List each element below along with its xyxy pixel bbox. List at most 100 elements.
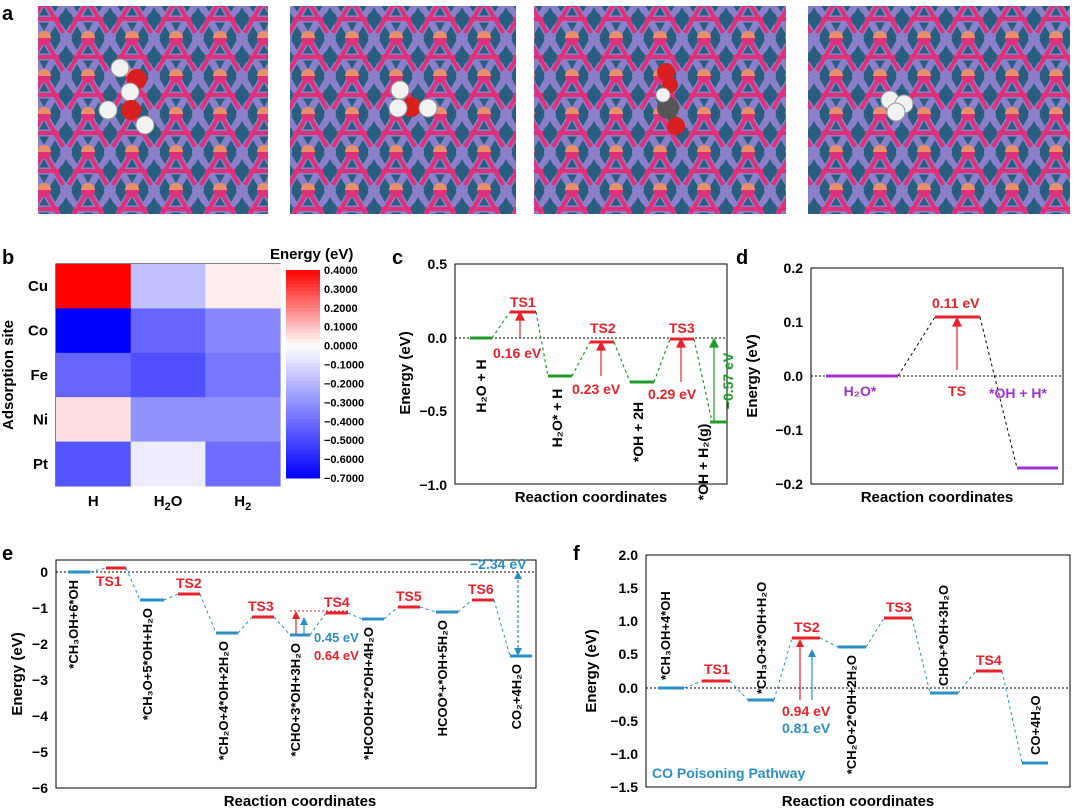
- colorbar-tick-label: 0.0000: [324, 341, 358, 353]
- e-label-ts6: TS6: [468, 581, 494, 597]
- c-ytick-3: −1.0: [419, 477, 447, 493]
- colorbar-segment: [286, 398, 320, 403]
- panel-label-c: c: [392, 247, 403, 269]
- heatmap-colorbar: 0.4000 0.3000 0.2000 0.1000 0.0000 −0.1000 −0.…: [286, 265, 364, 485]
- e-ytick-4: −4: [32, 708, 48, 724]
- c-barrier-1: 0.16 eV: [493, 345, 542, 361]
- d-ytick-0: 0.2: [784, 260, 804, 276]
- colorbar-segment: [286, 446, 320, 451]
- heatmap-ylabel: Adsorption site: [0, 320, 17, 430]
- heatmap-cell: [130, 308, 206, 354]
- e-annot-total: −2.34 eV: [470, 556, 527, 572]
- colorbar-segment: [286, 276, 320, 281]
- f-state-2: *CH₃O+3*OH+H₂O: [754, 582, 769, 694]
- f-ytick-2: 1.0: [619, 613, 639, 629]
- f-ytick-3: 0.5: [619, 646, 639, 662]
- colorbar-segment: [286, 287, 320, 292]
- f-label-ts1: TS1: [704, 661, 730, 677]
- colorbar-segment: [286, 270, 320, 274]
- colorbar-segment: [286, 439, 320, 444]
- panel-label-b: b: [2, 247, 14, 269]
- heatmap-cell: [130, 264, 206, 309]
- colorbar-segment: [286, 308, 320, 313]
- c-state-1: H₂O + H: [473, 359, 489, 412]
- colorbar-segment: [286, 360, 320, 365]
- structure-image-2: [290, 6, 516, 214]
- heatmap-col-label: H2: [234, 493, 251, 513]
- f-ytick-1: 1.5: [619, 580, 639, 596]
- f-label-ts2: TS2: [794, 619, 820, 635]
- c-xlabel: Reaction coordinates: [515, 489, 668, 506]
- e-ytick-5: −5: [32, 744, 48, 760]
- colorbar-segment: [286, 457, 320, 462]
- colorbar-segment: [286, 415, 320, 420]
- colorbar-segment: [286, 401, 320, 406]
- c-label-ts3: TS3: [669, 320, 695, 336]
- colorbar-segment: [286, 342, 320, 347]
- colorbar-segment: [286, 349, 320, 354]
- e-ytick-2: −2: [32, 636, 48, 652]
- colorbar-segment: [286, 377, 320, 382]
- f-state-3: *CH₂O+2*OH+2H₂O: [844, 655, 859, 774]
- d-connectors: [897, 316, 1018, 469]
- colorbar-segment: [286, 443, 320, 448]
- colorbar-segment: [286, 353, 320, 358]
- colorbar-segment: [286, 419, 320, 424]
- c-state-4: *OH + H₂(g): [695, 424, 711, 501]
- colorbar-segment: [286, 374, 320, 378]
- heatmap-row-label: Fe: [30, 367, 48, 384]
- c-connectors: [491, 311, 713, 423]
- f-state-4: CHO+*OH+3H₂O: [936, 585, 951, 686]
- colorbar-segment: [286, 273, 320, 278]
- heatmap-cell: [56, 264, 132, 309]
- panel-label-d: d: [736, 247, 748, 269]
- colorbar-segment: [286, 464, 320, 469]
- f-label-ts3: TS3: [886, 599, 912, 615]
- colorbar-tick-label: −0.4000: [324, 416, 364, 428]
- colorbar-segment: [286, 322, 320, 326]
- e-xlabel: Reaction coordinates: [224, 793, 377, 810]
- colorbar-segment: [286, 436, 320, 441]
- e-label-ts2: TS2: [176, 575, 202, 591]
- colorbar-segment: [286, 412, 320, 417]
- colorbar-segment: [286, 311, 320, 316]
- colorbar-segment: [286, 332, 320, 337]
- colorbar-tick-label: −0.6000: [324, 454, 364, 466]
- colorbar-segment: [286, 384, 320, 389]
- heatmap-col-label: H2O: [154, 493, 183, 513]
- heatmap-row-label: Co: [28, 323, 48, 340]
- f-ytick-7: −1.5: [610, 779, 638, 795]
- colorbar-segment: [286, 283, 320, 288]
- e-barrier-arrows: [292, 611, 308, 634]
- colorbar-segment: [286, 318, 320, 323]
- f-label-ts4: TS4: [976, 652, 1002, 668]
- colorbar-tick-label: −0.1000: [324, 360, 364, 372]
- c-barrier-3: 0.29 eV: [648, 386, 697, 402]
- f-state-5: CO+4H₂O: [1028, 695, 1043, 755]
- heatmap-cell: [130, 397, 206, 443]
- e-ytick-1: −1: [32, 600, 48, 616]
- e-label-ts1: TS1: [96, 573, 122, 589]
- e-state-7: CO₂+4H₂O: [509, 664, 524, 729]
- c-ytick-2: −0.5: [419, 403, 447, 419]
- colorbar-tick-label: −0.5000: [324, 435, 364, 447]
- colorbar-segment: [286, 467, 320, 472]
- colorbar-segment: [286, 453, 320, 458]
- c-barrier-arrows: [515, 310, 686, 382]
- colorbar-segment: [286, 460, 320, 465]
- c-ytick-1: 0.0: [428, 330, 448, 346]
- d-label-oh-h: *OH + H*: [989, 385, 1048, 401]
- structure-image-3: [534, 6, 786, 214]
- c-label-ts1: TS1: [510, 294, 536, 310]
- d-label-h2o: H₂O*: [844, 383, 877, 399]
- colorbar-tick-label: 0.2000: [324, 303, 358, 315]
- colorbar-segment: [286, 474, 320, 479]
- f-ytick-4: 0.0: [619, 680, 639, 696]
- f-connectors: [683, 617, 1023, 764]
- e-ylabel: Energy (eV): [9, 632, 26, 715]
- e-annot-045: 0.45 eV: [314, 630, 359, 645]
- d-ytick-3: −0.1: [775, 422, 803, 438]
- colorbar-segment: [286, 346, 320, 351]
- c-ytick-0: 0.5: [428, 256, 448, 272]
- colorbar-tick-label: 0.1000: [324, 322, 358, 334]
